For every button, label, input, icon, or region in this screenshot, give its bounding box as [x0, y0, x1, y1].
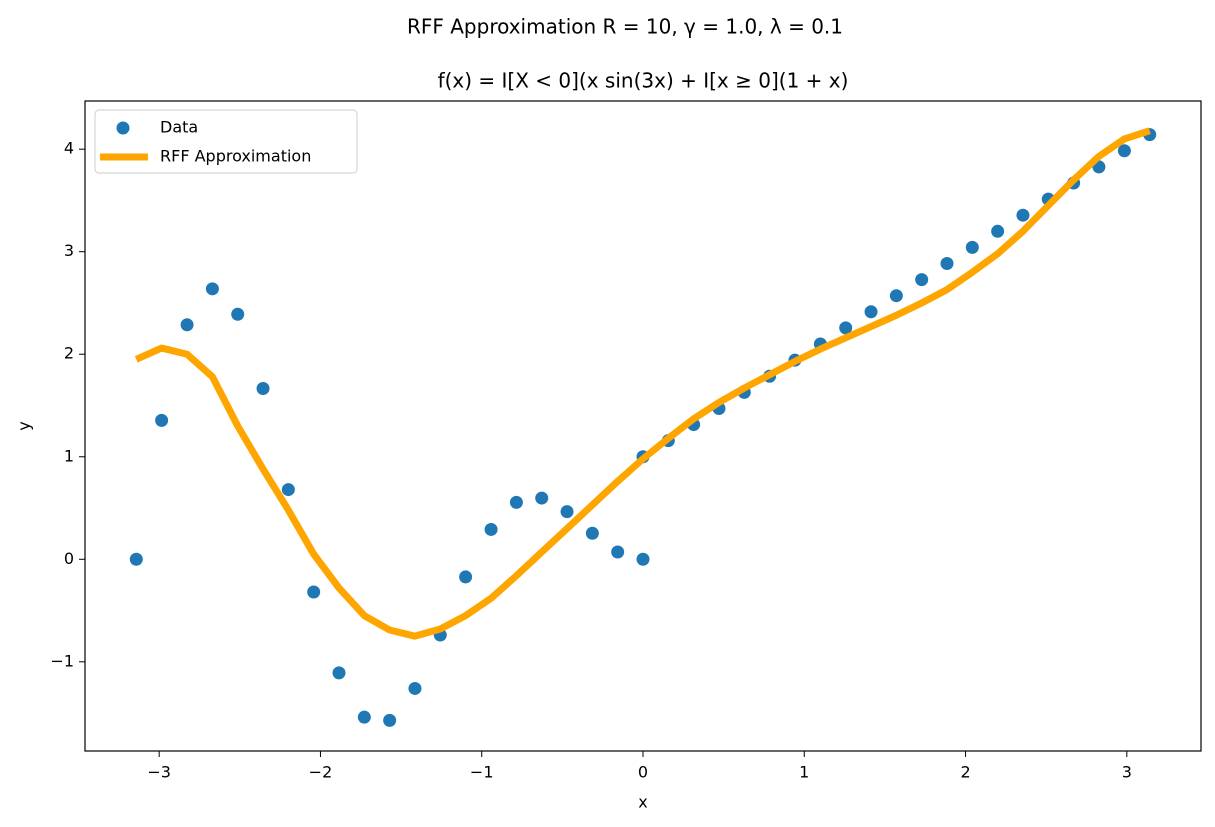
chart-title: RFF Approximation R = 10, γ = 1.0, λ = 0…	[407, 15, 843, 39]
data-point	[205, 282, 219, 296]
chart-subtitle: f(x) = I[X < 0](x sin(3x) + I[x ≥ 0](1 +…	[438, 69, 849, 93]
x-tick-label: −3	[147, 763, 171, 782]
data-point	[940, 257, 954, 270]
data-point	[307, 585, 321, 599]
data-point	[332, 666, 346, 680]
y-axis-label: y	[15, 421, 34, 430]
data-point	[155, 413, 169, 427]
data-point	[180, 318, 194, 332]
x-tick-label: −2	[309, 763, 333, 782]
data-point	[560, 505, 574, 519]
x-tick-label: 2	[960, 763, 970, 782]
x-axis-label: x	[638, 793, 647, 812]
data-point	[585, 526, 599, 540]
data-point	[1117, 144, 1131, 158]
y-tick-label: 2	[64, 344, 74, 363]
data-point	[965, 240, 979, 254]
y-tick-label: 1	[64, 446, 74, 465]
legend-label: Data	[160, 118, 198, 137]
data-point	[383, 713, 397, 727]
y-tick-label: 4	[64, 139, 74, 158]
data-point	[535, 491, 549, 505]
line	[134, 127, 1151, 640]
data-point	[915, 273, 929, 287]
y-tick-label: −1	[50, 651, 74, 670]
data-point	[889, 289, 903, 303]
data-point	[991, 224, 1005, 238]
data-point	[281, 483, 295, 497]
legend-label: RFF Approximation	[160, 147, 311, 166]
data-point	[636, 552, 650, 566]
x-tick-label: 0	[638, 763, 648, 782]
data-point	[357, 710, 371, 724]
data-point	[408, 681, 422, 695]
data-point	[1016, 208, 1030, 222]
plot-frame	[84, 100, 1202, 752]
y-tick-label: 0	[64, 549, 74, 568]
legend-swatch	[116, 121, 130, 135]
data-point	[129, 552, 143, 566]
data-point	[231, 307, 245, 321]
data-point	[459, 570, 473, 584]
x-tick-label: 3	[1122, 763, 1132, 782]
data-point	[839, 321, 853, 335]
x-tick-label: 1	[799, 763, 809, 782]
x-tick-label: −1	[470, 763, 494, 782]
y-tick-label: 3	[64, 241, 74, 260]
data-point	[484, 522, 498, 536]
legend-box	[94, 109, 358, 174]
data-point	[256, 381, 270, 395]
data-point	[509, 495, 523, 509]
data-point	[864, 305, 878, 319]
data-point	[611, 545, 625, 559]
